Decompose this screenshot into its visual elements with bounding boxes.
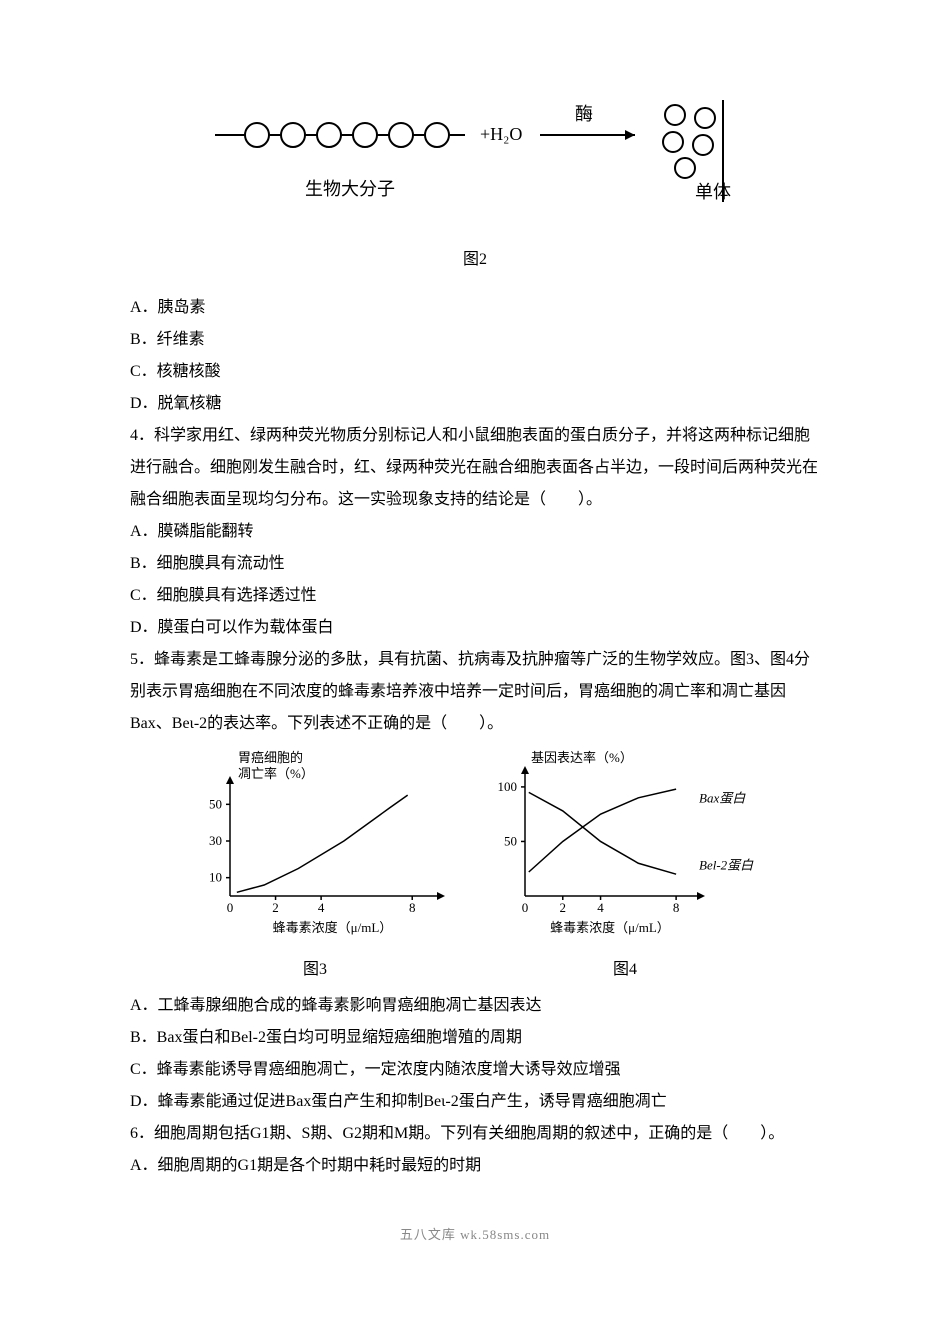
q5-stem: 5．蜂毒素是工蜂毒腺分泌的多肽，具有抗菌、抗病毒及抗肿瘤等广泛的生物学效应。图3…	[130, 644, 820, 740]
q4-option-b: B．细胞膜具有流动性	[130, 548, 820, 580]
q5-option-b: B．Bax蛋白和Bel-2蛋白均可明显缩短癌细胞增殖的周期	[130, 1022, 820, 1054]
figure-2-svg: +H₂O 酶 单体 生物大分子	[195, 90, 755, 240]
enzyme-label: 酶	[575, 104, 593, 124]
q3-option-d: D．脱氧核糖	[130, 388, 820, 420]
figure-4-container: 50 100 0 2 4 8 Bax蛋白 Bel-2蛋白 基因表达率（%） 蜂毒素浓度（μ/mL）…	[485, 748, 765, 986]
svg-text:50: 50	[209, 796, 222, 811]
figure-3-svg: 10 30 50 0 2 4 8 胃癌细胞的凋亡率（%） 蜂毒素浓度（μ/mL）	[185, 748, 445, 938]
svg-text:蜂毒素浓度（μ/mL）: 蜂毒素浓度（μ/mL）	[550, 920, 670, 935]
q4-option-c: C．细胞膜具有选择透过性	[130, 580, 820, 612]
q4-option-a: A．膜磷脂能翻转	[130, 516, 820, 548]
svg-text:0: 0	[227, 900, 234, 915]
figure-3-caption: 图3	[185, 954, 445, 986]
q4-stem: 4．科学家用红、绿两种荧光物质分别标记人和小鼠细胞表面的蛋白质分子，并将这两种标…	[130, 420, 820, 516]
figure-4-svg: 50 100 0 2 4 8 Bax蛋白 Bel-2蛋白 基因表达率（%） 蜂毒素浓度（μ/mL）	[485, 748, 765, 938]
product-label: 单体	[695, 182, 731, 202]
q5-option-d: D．蜂毒素能通过促进Bax蛋白产生和抑制Beι-2蛋白产生，诱导胃癌细胞凋亡	[130, 1086, 820, 1118]
water-label: +H₂O	[480, 124, 522, 144]
svg-text:100: 100	[498, 779, 518, 794]
svg-text:4: 4	[597, 900, 604, 915]
figure-3-container: 10 30 50 0 2 4 8 胃癌细胞的凋亡率（%） 蜂毒素浓度（μ/mL） 图3	[185, 748, 445, 986]
figure-4-caption: 图4	[485, 954, 765, 986]
svg-text:8: 8	[409, 900, 416, 915]
svg-text:50: 50	[504, 833, 517, 848]
svg-text:Bel-2蛋白: Bel-2蛋白	[699, 857, 754, 872]
svg-text:8: 8	[673, 900, 680, 915]
svg-text:4: 4	[318, 900, 325, 915]
svg-text:Bax蛋白: Bax蛋白	[699, 790, 746, 805]
figure-2-caption: 图2	[130, 244, 820, 276]
svg-text:2: 2	[560, 900, 567, 915]
q4-option-d: D．膜蛋白可以作为载体蛋白	[130, 612, 820, 644]
q3-option-b: B．纤维素	[130, 324, 820, 356]
q6-stem: 6．细胞周期包括G1期、S期、G2期和M期。下列有关细胞周期的叙述中，正确的是（…	[130, 1118, 820, 1150]
svg-text:基因表达率（%）: 基因表达率（%）	[531, 750, 633, 765]
svg-text:2: 2	[272, 900, 279, 915]
macromolecule-label: 生物大分子	[305, 179, 395, 199]
svg-text:胃癌细胞的: 胃癌细胞的	[238, 750, 303, 765]
svg-text:0: 0	[522, 900, 529, 915]
q5-option-a: A．工蜂毒腺细胞合成的蜂毒素影响胃癌细胞凋亡基因表达	[130, 990, 820, 1022]
q5-option-c: C．蜂毒素能诱导胃癌细胞凋亡，一定浓度内随浓度增大诱导效应增强	[130, 1054, 820, 1086]
page-footer: 五八文库 wk.58sms.com	[130, 1222, 820, 1248]
svg-text:凋亡率（%）: 凋亡率（%）	[238, 766, 314, 781]
figures-3-4: 1030500248胃癌细胞的凋亡率（%）蜂毒素浓度（μ/mL） 图3 5010…	[130, 748, 820, 986]
svg-text:30: 30	[209, 833, 222, 848]
q3-option-c: C．核糖核酸	[130, 356, 820, 388]
svg-text:10: 10	[209, 870, 222, 885]
q6-option-a: A．细胞周期的G1期是各个时期中耗时最短的时期	[130, 1150, 820, 1182]
svg-text:蜂毒素浓度（μ/mL）: 蜂毒素浓度（μ/mL）	[273, 920, 393, 935]
figure-2: +H₂O 酶 单体 生物大分子 图2	[130, 90, 820, 276]
q3-option-a: A．胰岛素	[130, 292, 820, 324]
